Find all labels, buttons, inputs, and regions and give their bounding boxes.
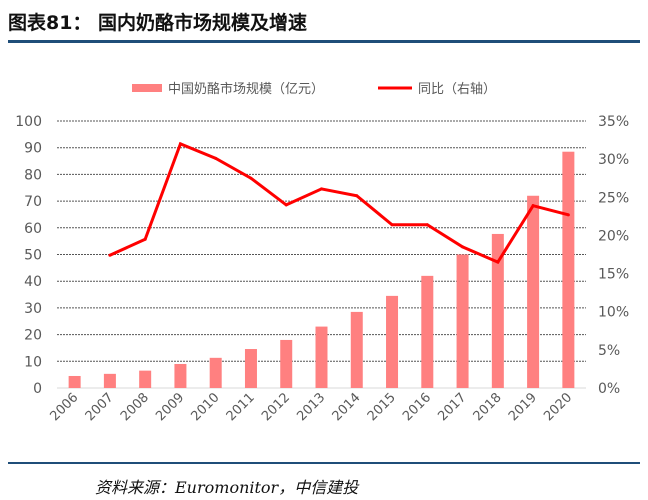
line-point-2014	[355, 194, 359, 198]
source-note: 资料来源：Euromonitor，中信建投	[95, 478, 359, 497]
x-tick-label: 2010	[189, 390, 223, 424]
bar-2012	[280, 339, 293, 388]
bar-2007	[103, 373, 116, 388]
line-point-2015	[390, 223, 394, 227]
x-tick-label: 2011	[224, 390, 258, 424]
growth-line	[109, 141, 569, 265]
x-tick-label: 2012	[259, 390, 293, 424]
y-tick-label: 60	[24, 221, 42, 237]
line-point-2007	[108, 253, 112, 257]
x-tick-label: 2020	[541, 390, 575, 424]
y-tick-label: 30	[24, 301, 42, 317]
x-tick-label: 2019	[506, 390, 540, 424]
bar-2019	[527, 195, 540, 388]
bar-2009	[174, 363, 187, 388]
line-point-2012	[284, 203, 288, 207]
line-point-2019	[531, 204, 535, 208]
bar-2014	[350, 311, 363, 388]
y-tick-label: 80	[24, 167, 42, 183]
line-point-2016	[425, 223, 429, 227]
y2-tick-label: 35%	[598, 114, 629, 130]
bar-2016	[421, 275, 434, 388]
x-tick-label: 2006	[47, 390, 81, 424]
y-tick-label: 20	[24, 328, 42, 344]
line-point-2010	[214, 156, 218, 160]
x-tick-label: 2008	[118, 390, 152, 424]
x-tick-label: 2017	[435, 390, 469, 424]
legend-bar-swatch	[132, 84, 162, 92]
bar-2017	[456, 254, 469, 388]
line-point-2017	[461, 245, 465, 249]
y-tick-label: 0	[33, 381, 42, 397]
y-tick-label: 50	[24, 248, 42, 264]
x-tick-label: 2013	[294, 390, 328, 424]
line-point-2020	[566, 213, 570, 217]
line-point-2008	[143, 237, 147, 241]
y-tick-label: 10	[24, 354, 42, 370]
bar-2015	[386, 295, 399, 388]
line-point-2013	[320, 187, 323, 191]
y2-tick-label: 25%	[598, 190, 629, 206]
bar-2008	[139, 370, 152, 388]
bar-2020	[562, 151, 575, 388]
legend-bar-label: 中国奶酪市场规模（亿元）	[168, 81, 324, 97]
y2-tick-label: 30%	[598, 152, 629, 168]
bar-2011	[244, 349, 257, 388]
y2-tick-label: 5%	[598, 343, 620, 359]
bar-2013	[315, 326, 328, 388]
bar-2018	[491, 233, 504, 388]
x-tick-label: 2014	[330, 390, 364, 424]
chart: 0 10 20 30 40 50 60 70 80 90 100 0% 5% 10% 15% 20% 25% 30…	[15, 81, 629, 424]
chart-title: 图表81： 国内奶酪市场规模及增速	[8, 12, 308, 34]
x-tick-label: 2007	[83, 390, 117, 424]
line-point-2018	[496, 260, 500, 264]
y-tick-label: 40	[24, 274, 42, 290]
y-tick-label: 90	[24, 141, 42, 157]
legend-line-label: 同比（右轴）	[418, 82, 496, 97]
bar-2010	[209, 357, 222, 388]
line-point-2009	[178, 142, 182, 146]
y2-tick-label: 20%	[598, 228, 629, 244]
y2-tick-label: 10%	[598, 305, 629, 321]
y-tick-label: 100	[15, 114, 42, 130]
footer-rule	[8, 462, 640, 464]
y2-tick-label: 0%	[598, 381, 620, 397]
y-tick-label: 70	[24, 194, 42, 210]
x-tick-label: 2016	[400, 390, 434, 424]
title-rule	[8, 40, 640, 43]
x-tick-label: 2009	[153, 390, 187, 424]
y2-tick-label: 15%	[598, 267, 629, 283]
x-tick-label: 2015	[365, 390, 399, 424]
bar-2006	[68, 375, 81, 388]
line-point-2011	[249, 176, 253, 180]
x-tick-label: 2018	[471, 390, 505, 424]
